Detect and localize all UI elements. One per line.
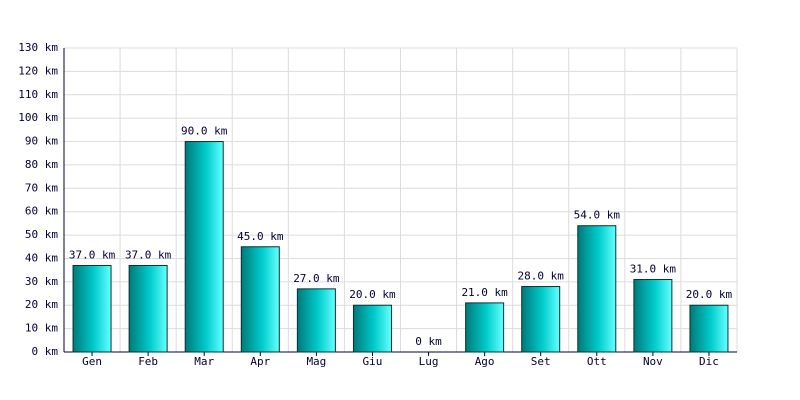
y-tick-label: 60 km bbox=[25, 205, 58, 218]
value-label: 28.0 km bbox=[518, 270, 565, 283]
value-label: 37.0 km bbox=[125, 248, 172, 261]
y-tick-label: 10 km bbox=[25, 322, 58, 335]
value-label: 45.0 km bbox=[237, 230, 284, 243]
y-tick-label: 110 km bbox=[18, 88, 58, 101]
x-tick-label: Set bbox=[531, 355, 551, 368]
bar bbox=[521, 286, 561, 353]
y-tick-label: 50 km bbox=[25, 228, 58, 241]
value-label: 27.0 km bbox=[293, 272, 340, 285]
bar bbox=[633, 279, 673, 353]
x-tick-label: Ago bbox=[475, 355, 495, 368]
x-tick-label: Nov bbox=[643, 355, 663, 368]
value-label: 31.0 km bbox=[630, 263, 677, 276]
x-tick-label: Gen bbox=[82, 355, 102, 368]
x-tick-label: Feb bbox=[138, 355, 158, 368]
x-tick-label: Ott bbox=[587, 355, 607, 368]
y-tick-label: 130 km bbox=[18, 41, 58, 54]
value-label: 0 km bbox=[415, 335, 442, 348]
bar bbox=[72, 264, 112, 353]
y-tick-label: 30 km bbox=[25, 275, 58, 288]
value-label: 21.0 km bbox=[461, 286, 508, 299]
y-tick-label: 70 km bbox=[25, 181, 58, 194]
bar bbox=[296, 288, 336, 353]
value-label: 37.0 km bbox=[69, 248, 116, 261]
value-label: 90.0 km bbox=[181, 125, 228, 138]
y-tick-label: 0 km bbox=[32, 345, 59, 358]
bar bbox=[352, 304, 392, 353]
x-tick-label: Giu bbox=[363, 355, 383, 368]
bar bbox=[184, 141, 224, 353]
x-tick-label: Mag bbox=[306, 355, 326, 368]
y-tick-label: 100 km bbox=[18, 111, 58, 124]
y-tick-label: 40 km bbox=[25, 251, 58, 264]
bar bbox=[689, 304, 729, 353]
x-tick-label: Apr bbox=[250, 355, 270, 368]
value-label: 20.0 km bbox=[349, 288, 396, 301]
y-tick-label: 20 km bbox=[25, 298, 58, 311]
value-label: 20.0 km bbox=[686, 288, 733, 301]
bar bbox=[465, 302, 505, 353]
value-label: 54.0 km bbox=[574, 209, 621, 222]
x-tick-label: Lug bbox=[419, 355, 439, 368]
bar bbox=[240, 246, 280, 353]
y-tick-label: 80 km bbox=[25, 158, 58, 171]
x-tick-label: Mar bbox=[194, 355, 214, 368]
bar bbox=[577, 225, 617, 353]
y-tick-label: 90 km bbox=[25, 135, 58, 148]
y-tick-label: 120 km bbox=[18, 64, 58, 77]
bar bbox=[128, 264, 168, 353]
x-tick-label: Dic bbox=[699, 355, 719, 368]
